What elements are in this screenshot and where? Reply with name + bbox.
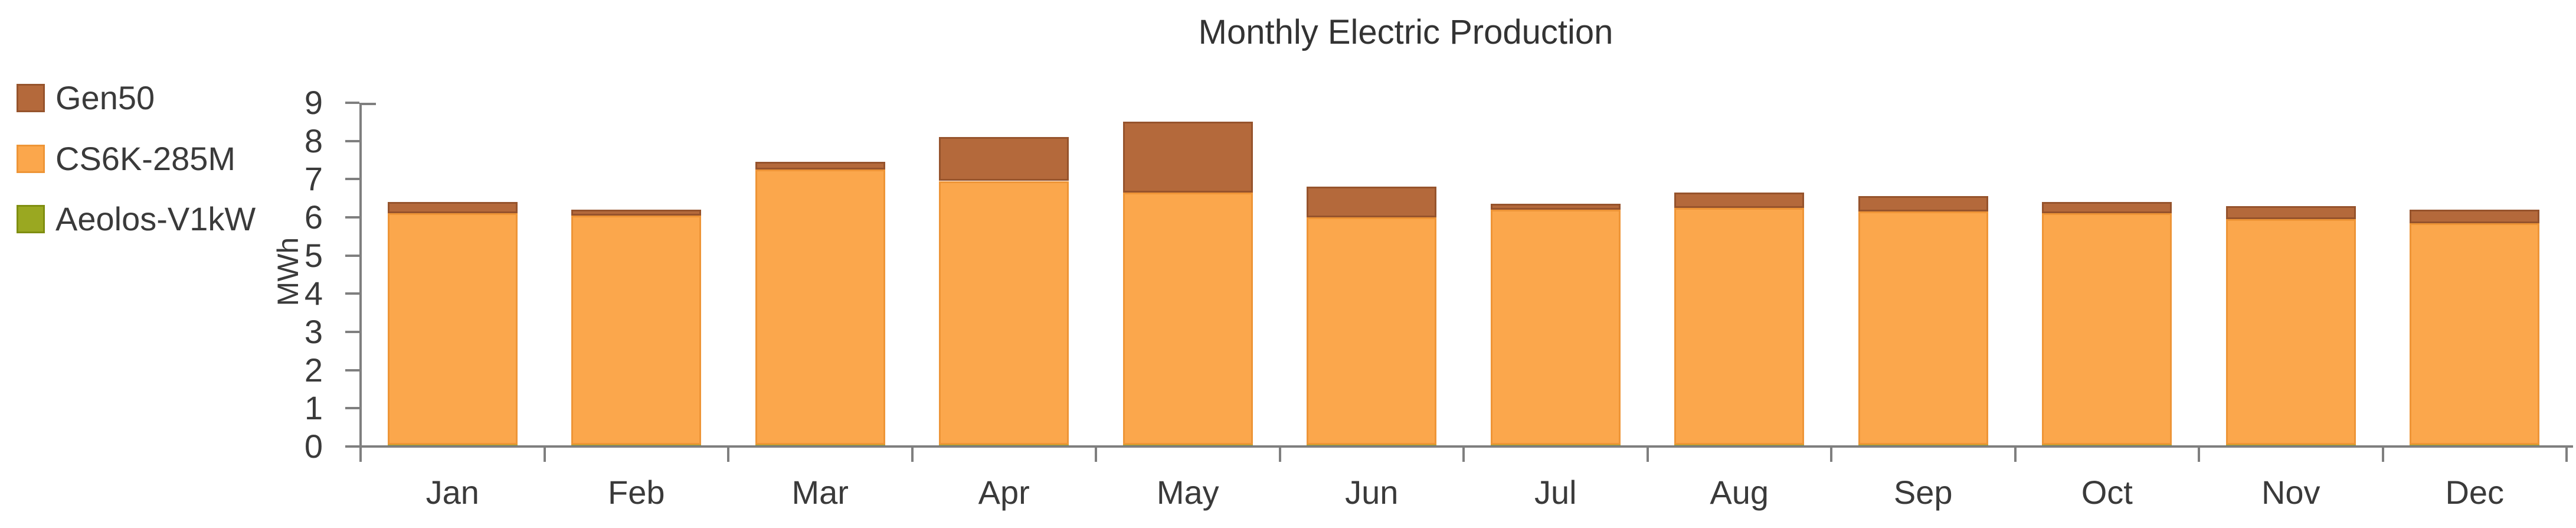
- x-axis-label-mar: Mar: [791, 474, 849, 511]
- legend-swatch-icon: [17, 144, 45, 173]
- y-tick: [345, 139, 359, 142]
- x-tick: [1830, 448, 1832, 462]
- bar-segment-apr-cs6k-285m[interactable]: [939, 181, 1069, 445]
- x-tick: [2565, 448, 2568, 462]
- bar-segment-mar-cs6k-285m[interactable]: [755, 170, 885, 445]
- x-axis-label-aug: Aug: [1710, 474, 1769, 511]
- y-tick: [345, 292, 359, 295]
- x-tick: [1646, 448, 1649, 462]
- x-axis-label-sep: Sep: [1893, 474, 1953, 511]
- legend-label: Aeolos-V1kW: [55, 200, 256, 237]
- y-axis-top-cap: [361, 103, 376, 105]
- legend-item-aeolos-v1kw[interactable]: Aeolos-V1kW: [17, 200, 256, 237]
- legend-swatch-icon: [17, 84, 45, 112]
- y-tick-label: 0: [304, 428, 323, 465]
- bar-segment-oct-gen50[interactable]: [2042, 202, 2172, 214]
- bar-segment-feb-gen50[interactable]: [571, 210, 702, 216]
- legend-item-gen50[interactable]: Gen50: [17, 79, 155, 116]
- y-tick: [345, 369, 359, 371]
- x-axis-label-jan: Jan: [425, 474, 479, 511]
- x-tick: [2381, 448, 2384, 462]
- x-axis-label-oct: Oct: [2081, 474, 2133, 511]
- x-tick: [2014, 448, 2017, 462]
- chart-title: Monthly Electric Production: [1198, 13, 1613, 51]
- x-tick: [1462, 448, 1465, 462]
- y-tick-label: 8: [304, 122, 323, 159]
- bar-segment-nov-cs6k-285m[interactable]: [2225, 219, 2356, 445]
- bar-segment-nov-gen50[interactable]: [2225, 206, 2356, 220]
- bar-segment-jun-gen50[interactable]: [1307, 187, 1437, 217]
- x-axis-label-may: May: [1156, 474, 1219, 511]
- y-tick-label: 4: [304, 275, 323, 312]
- y-tick-label: 9: [304, 84, 323, 121]
- y-tick: [345, 102, 359, 104]
- x-tick: [1095, 448, 1097, 462]
- y-tick-label: 6: [304, 198, 323, 236]
- bar-segment-jul-cs6k-285m[interactable]: [1490, 210, 1621, 445]
- bar-segment-jan-cs6k-285m[interactable]: [387, 213, 518, 445]
- x-tick: [2198, 448, 2200, 462]
- legend-label: CS6K-285M: [55, 139, 236, 177]
- bar-segment-aug-cs6k-285m[interactable]: [1674, 207, 1805, 445]
- y-axis-line: [359, 103, 362, 448]
- y-tick: [345, 445, 359, 448]
- y-tick-label: 1: [304, 389, 323, 427]
- x-axis-label-nov: Nov: [2261, 474, 2320, 511]
- bar-segment-jun-cs6k-285m[interactable]: [1307, 217, 1437, 445]
- bar-segment-mar-gen50[interactable]: [755, 162, 885, 170]
- y-tick: [345, 254, 359, 257]
- x-axis-label-feb: Feb: [608, 474, 665, 511]
- bar-segment-dec-gen50[interactable]: [2410, 210, 2540, 223]
- x-axis-label-apr: Apr: [978, 474, 1030, 511]
- bar-segment-apr-gen50[interactable]: [939, 137, 1069, 181]
- x-tick: [543, 448, 546, 462]
- x-axis-label-dec: Dec: [2445, 474, 2505, 511]
- bar-segment-may-gen50[interactable]: [1122, 122, 1253, 193]
- y-tick-label: 5: [304, 236, 323, 274]
- x-tick: [1278, 448, 1281, 462]
- y-tick: [345, 407, 359, 410]
- bar-segment-sep-cs6k-285m[interactable]: [1858, 211, 1988, 445]
- y-tick: [345, 331, 359, 333]
- y-tick: [345, 178, 359, 181]
- bar-segment-may-cs6k-285m[interactable]: [1122, 192, 1253, 445]
- x-tick: [727, 448, 729, 462]
- bar-segment-jan-gen50[interactable]: [387, 202, 518, 214]
- legend-item-cs6k-285m[interactable]: CS6K-285M: [17, 139, 236, 177]
- y-tick-label: 2: [304, 351, 323, 389]
- bar-segment-aug-gen50[interactable]: [1674, 192, 1805, 208]
- x-axis-line: [359, 445, 2573, 448]
- y-tick-label: 7: [304, 160, 323, 198]
- bar-segment-feb-cs6k-285m[interactable]: [571, 215, 702, 445]
- bar-segment-dec-cs6k-285m[interactable]: [2410, 223, 2540, 445]
- x-axis-label-jun: Jun: [1345, 474, 1399, 511]
- x-axis-label-jul: Jul: [1534, 474, 1577, 511]
- y-tick-label: 3: [304, 313, 323, 350]
- y-tick: [345, 216, 359, 219]
- bar-segment-sep-gen50[interactable]: [1858, 196, 1988, 212]
- bar-segment-oct-cs6k-285m[interactable]: [2042, 213, 2172, 445]
- legend-label: Gen50: [55, 79, 155, 116]
- bar-segment-jul-gen50[interactable]: [1490, 204, 1621, 210]
- legend-swatch-icon: [17, 205, 45, 233]
- x-tick: [359, 448, 362, 462]
- x-tick: [911, 448, 914, 462]
